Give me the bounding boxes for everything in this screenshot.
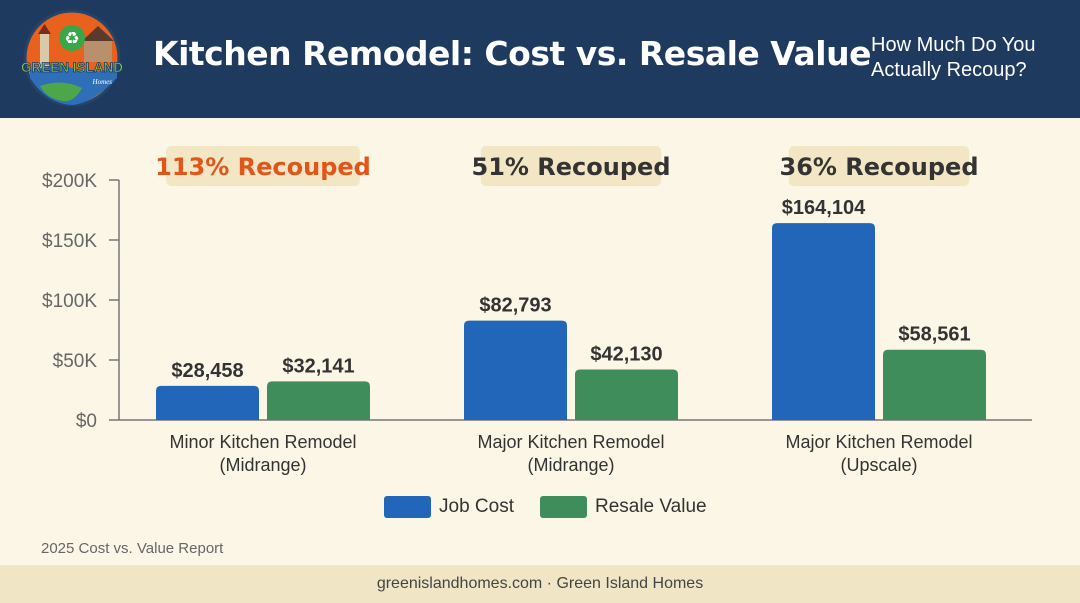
recouped-badge: [480, 146, 662, 186]
legend-label-resale-value: Resale Value: [594, 496, 707, 517]
logo-subtext: Homes: [92, 78, 113, 86]
legend-item-job-cost: Job Cost: [384, 496, 514, 518]
recouped-badge: [166, 146, 360, 186]
recouped-label: 113% Recouped: [155, 153, 371, 181]
job-cost-value-label: $164,104: [782, 197, 866, 219]
category-label: (Midrange): [527, 455, 614, 475]
category-label: Major Kitchen Remodel: [477, 432, 664, 452]
subtitle-line-1: How Much Do You: [871, 34, 1036, 56]
recouped-label: 36% Recouped: [780, 153, 979, 181]
legend-item-resale-value: Resale Value: [539, 496, 707, 518]
svg-text:♻: ♻: [64, 29, 79, 49]
footer-bar: greenislandhomes.com · Green Island Home…: [0, 565, 1080, 603]
header-bar: ♻ GREEN ISLAND Homes Kitchen Remodel: Co…: [0, 0, 1080, 118]
category-label: Major Kitchen Remodel: [785, 432, 972, 452]
job-cost-value-label: $82,793: [479, 295, 551, 317]
resale-value-value-label: $42,130: [590, 343, 662, 365]
chart-legend: Job Cost Resale Value: [384, 496, 733, 518]
recouped-label: 51% Recouped: [472, 153, 671, 181]
y-tick-label: $100K: [42, 291, 97, 312]
job-cost-bar: [156, 385, 259, 420]
legend-swatch-job-cost: [384, 496, 431, 518]
resale-value-bar: [883, 349, 986, 420]
y-tick-label: $0: [76, 411, 97, 432]
green-island-homes-logo: ♻ GREEN ISLAND Homes: [22, 9, 124, 107]
resale-value-bar: [575, 369, 678, 420]
category-label: (Upscale): [840, 455, 917, 475]
legend-swatch-resale-value: [539, 496, 587, 518]
source-note: 2025 Cost vs. Value Report: [41, 540, 224, 557]
category-label: (Midrange): [219, 455, 306, 475]
logo-text: GREEN ISLAND: [22, 60, 123, 75]
y-tick-label: $200K: [42, 171, 97, 192]
job-cost-value-label: $28,458: [171, 360, 243, 382]
category-label: Minor Kitchen Remodel: [169, 432, 356, 452]
page-subtitle: How Much Do You Actually Recoup?: [871, 33, 1066, 83]
job-cost-bar: [464, 320, 567, 420]
resale-value-bar: [267, 381, 370, 420]
legend-label-job-cost: Job Cost: [439, 496, 514, 517]
bar-chart: $0 $50K $100K $150K $200K 113% Recouped $28,45…: [42, 146, 1032, 475]
subtitle-line-2: Actually Recoup?: [871, 59, 1027, 81]
recouped-badge: [788, 146, 970, 186]
page-title: Kitchen Remodel: Cost vs. Resale Value: [153, 34, 871, 73]
y-tick-label: $150K: [42, 231, 97, 252]
job-cost-bar: [772, 223, 875, 420]
y-tick-label: $50K: [53, 351, 98, 372]
resale-value-value-label: $32,141: [282, 355, 354, 377]
resale-value-value-label: $58,561: [898, 324, 970, 346]
